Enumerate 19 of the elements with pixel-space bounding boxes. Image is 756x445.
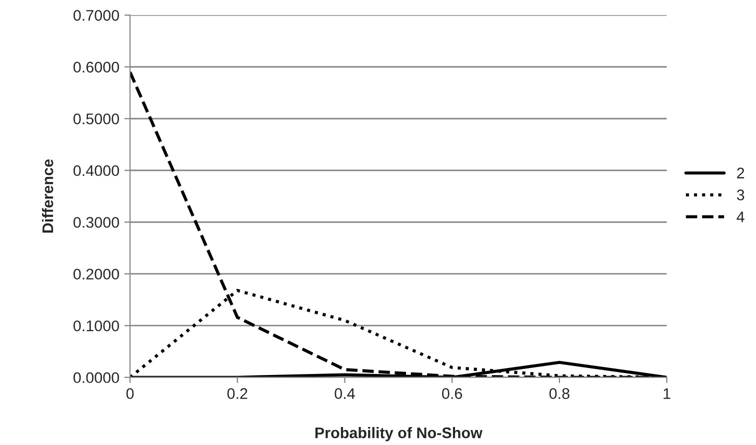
x-tick-label: 0.4	[334, 388, 355, 399]
y-tick-label: 0.3000	[73, 216, 120, 228]
x-tick-label: 1	[664, 388, 670, 399]
y-tick-label: 0.7000	[73, 10, 120, 21]
legend-label: 2	[737, 168, 744, 178]
y-tick-label: 0.2000	[73, 268, 120, 280]
y-tick-label: 0.1000	[73, 320, 120, 332]
legend-label: 3	[736, 190, 744, 200]
x-tick-label: 0.6	[442, 388, 462, 399]
x-axis-title: Probability of No-Show	[315, 427, 482, 442]
x-tick-label: 0	[126, 388, 134, 399]
y-tick-label: 0.0000	[73, 372, 120, 384]
x-tick-label: 0.8	[549, 388, 570, 399]
y-axis-title: Difference	[42, 159, 54, 233]
y-tick-label: 0.6000	[73, 62, 120, 73]
legend-label: 4	[736, 212, 744, 222]
y-tick-label: 0.5000	[73, 113, 120, 124]
y-tick-label: 0.4000	[73, 165, 120, 176]
x-tick-label: 0.2	[227, 388, 248, 399]
